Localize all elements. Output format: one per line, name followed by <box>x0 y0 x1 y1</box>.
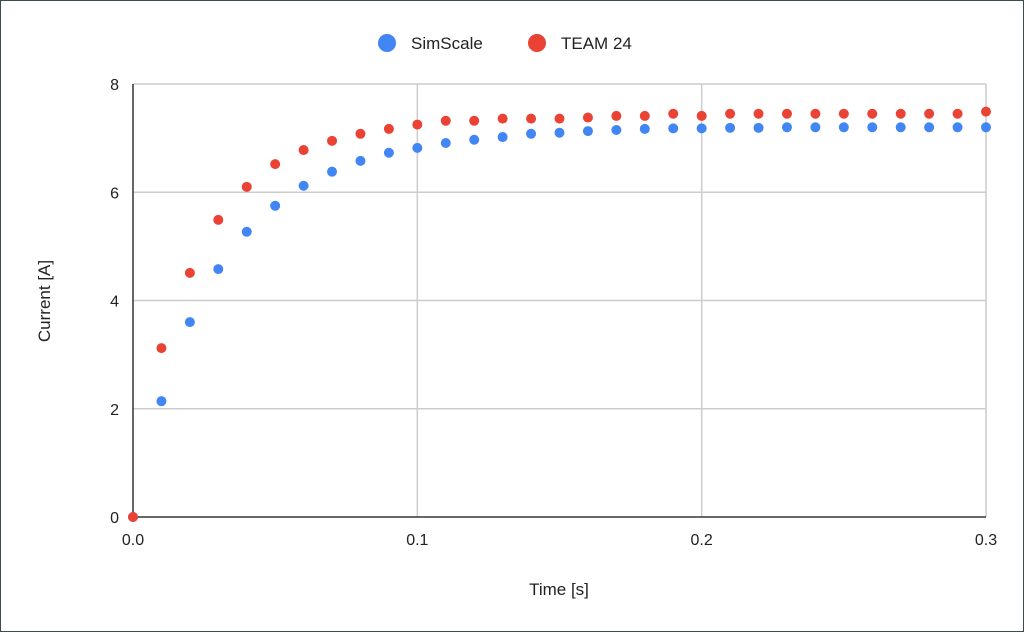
point-team-24[interactable] <box>753 108 764 119</box>
point-simscale[interactable] <box>469 134 480 145</box>
y-tick-label: 6 <box>110 185 119 202</box>
point-team-24[interactable] <box>327 135 338 146</box>
point-team-24[interactable] <box>725 108 736 119</box>
axes: 0 2 4 6 8 0.0 0.1 0.2 0.3 <box>110 77 997 549</box>
point-team-24[interactable] <box>781 108 792 119</box>
point-simscale[interactable] <box>952 122 963 133</box>
point-team-24[interactable] <box>838 108 849 119</box>
point-simscale[interactable] <box>156 396 167 407</box>
point-simscale[interactable] <box>639 123 650 134</box>
legend-label[interactable]: SimScale <box>411 34 483 53</box>
point-team-24[interactable] <box>924 108 935 119</box>
legend-label[interactable]: TEAM 24 <box>561 34 632 53</box>
grid <box>133 83 987 517</box>
legend-marker-icon <box>528 34 546 52</box>
y-axis-label: Current [A] <box>35 260 54 342</box>
point-team-24[interactable] <box>526 113 537 124</box>
point-team-24[interactable] <box>355 128 366 139</box>
point-simscale[interactable] <box>696 123 707 134</box>
point-team-24[interactable] <box>668 108 679 119</box>
point-simscale[interactable] <box>327 166 338 177</box>
point-simscale[interactable] <box>867 122 878 133</box>
point-team-24[interactable] <box>440 115 451 126</box>
x-axis-label: Time [s] <box>529 580 589 599</box>
point-team-24[interactable] <box>156 343 167 354</box>
point-team-24[interactable] <box>241 181 252 192</box>
point-team-24[interactable] <box>184 267 195 278</box>
point-simscale[interactable] <box>725 122 736 133</box>
point-simscale[interactable] <box>383 147 394 158</box>
point-team-24[interactable] <box>554 113 565 124</box>
point-simscale[interactable] <box>753 122 764 133</box>
point-team-24[interactable] <box>128 512 138 522</box>
point-team-24[interactable] <box>952 108 963 119</box>
point-simscale[interactable] <box>924 122 935 133</box>
x-tick-label: 0.1 <box>406 532 428 549</box>
point-simscale[interactable] <box>241 226 252 237</box>
point-team-24[interactable] <box>213 214 224 225</box>
point-team-24[interactable] <box>497 113 508 124</box>
point-simscale[interactable] <box>781 122 792 133</box>
point-team-24[interactable] <box>639 110 650 121</box>
y-tick-label: 0 <box>110 510 119 527</box>
point-simscale[interactable] <box>440 137 451 148</box>
point-simscale[interactable] <box>213 264 224 275</box>
y-tick-label: 2 <box>110 402 119 419</box>
point-simscale[interactable] <box>838 122 849 133</box>
point-team-24[interactable] <box>469 115 480 126</box>
point-team-24[interactable] <box>582 112 593 123</box>
legend-marker-icon <box>378 34 396 52</box>
point-simscale[interactable] <box>270 200 281 211</box>
point-team-24[interactable] <box>810 108 821 119</box>
point-simscale[interactable] <box>298 180 309 191</box>
point-simscale[interactable] <box>895 122 906 133</box>
point-team-24[interactable] <box>696 110 707 121</box>
x-tick-label: 0.2 <box>691 532 713 549</box>
point-simscale[interactable] <box>355 155 366 166</box>
point-simscale[interactable] <box>184 317 195 328</box>
point-team-24[interactable] <box>981 106 991 117</box>
point-team-24[interactable] <box>895 108 906 119</box>
point-team-24[interactable] <box>383 123 394 134</box>
point-simscale[interactable] <box>981 122 991 133</box>
y-tick-label: 8 <box>110 77 119 94</box>
legend: SimScale TEAM 24 <box>378 34 632 53</box>
data-points <box>128 106 991 522</box>
point-simscale[interactable] <box>668 123 679 134</box>
point-team-24[interactable] <box>298 145 309 156</box>
point-team-24[interactable] <box>270 159 281 170</box>
point-team-24[interactable] <box>867 108 878 119</box>
point-team-24[interactable] <box>611 110 622 121</box>
point-simscale[interactable] <box>582 126 593 137</box>
point-simscale[interactable] <box>526 128 537 139</box>
y-tick-label: 4 <box>110 294 119 311</box>
x-tick-label: 0.3 <box>975 532 997 549</box>
point-simscale[interactable] <box>810 122 821 133</box>
point-simscale[interactable] <box>611 125 622 136</box>
point-simscale[interactable] <box>497 132 508 143</box>
point-team-24[interactable] <box>412 119 423 130</box>
point-simscale[interactable] <box>412 142 423 153</box>
x-tick-label: 0.0 <box>122 532 144 549</box>
point-simscale[interactable] <box>554 127 565 138</box>
